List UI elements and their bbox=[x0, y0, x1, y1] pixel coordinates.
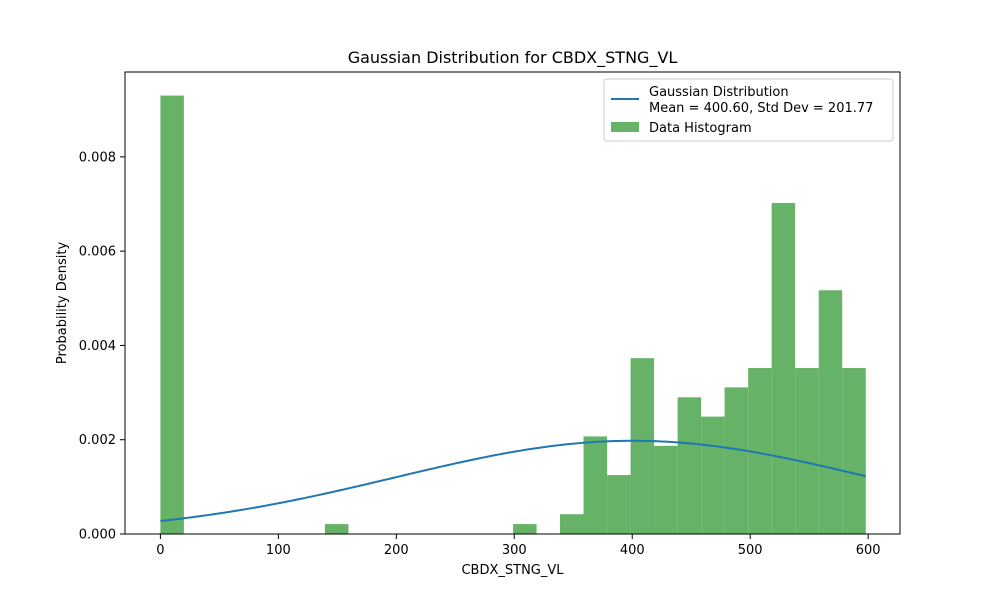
y-tick-label-3: 0.006 bbox=[79, 245, 116, 260]
y-tick-label-0: 0.000 bbox=[79, 528, 116, 543]
histogram-bar-15 bbox=[842, 368, 866, 534]
y-tick-label-2: 0.004 bbox=[79, 339, 116, 354]
histogram-bars bbox=[160, 95, 866, 535]
histogram-bar-13 bbox=[795, 368, 819, 534]
legend-gaussian-detail: Mean = 400.60, Std Dev = 201.77 bbox=[649, 101, 873, 116]
legend-gaussian-label: Gaussian Distribution bbox=[649, 85, 789, 100]
x-tick-label-6: 600 bbox=[856, 543, 881, 558]
y-axis: 0.000 0.002 0.004 0.006 0.008 bbox=[79, 150, 125, 543]
histogram-bar-2 bbox=[513, 524, 537, 534]
legend-box bbox=[603, 78, 894, 142]
x-tick-label-0: 0 bbox=[156, 543, 164, 558]
x-tick-label-4: 400 bbox=[620, 543, 645, 558]
chart-title: Gaussian Distribution for CBDX_STNG_VL bbox=[348, 48, 678, 68]
histogram-bar-12 bbox=[771, 203, 796, 535]
histogram-bar-8 bbox=[677, 397, 702, 534]
legend-histogram-swatch bbox=[611, 122, 639, 132]
y-axis-label: Probability Density bbox=[55, 242, 70, 365]
legend: Gaussian Distribution Mean = 400.60, Std… bbox=[603, 78, 894, 142]
histogram-bar-3 bbox=[560, 514, 584, 534]
x-axis: 0 100 200 300 400 500 600 bbox=[156, 534, 881, 558]
histogram-bar-14 bbox=[818, 290, 843, 534]
histogram-bar-9 bbox=[701, 416, 725, 534]
x-tick-label-2: 200 bbox=[384, 543, 409, 558]
gaussian-curve bbox=[160, 439, 867, 523]
histogram-bar-4 bbox=[583, 436, 608, 534]
plot-frame bbox=[124, 71, 901, 535]
x-tick-label-5: 500 bbox=[738, 543, 763, 558]
histogram-bar-6 bbox=[630, 358, 655, 534]
histogram-bar-10 bbox=[724, 387, 749, 534]
histogram-bar-7 bbox=[654, 445, 678, 534]
legend-histogram-label: Data Histogram bbox=[649, 121, 752, 136]
histogram-bar-0 bbox=[160, 95, 184, 535]
histogram-bar-11 bbox=[748, 368, 772, 534]
gaussian-curve-layer bbox=[160, 439, 867, 523]
histogram-bar-5 bbox=[607, 475, 631, 534]
y-tick-label-4: 0.008 bbox=[79, 150, 116, 165]
y-tick-label-1: 0.002 bbox=[79, 433, 116, 448]
x-tick-label-1: 100 bbox=[266, 543, 291, 558]
x-axis-label: CBDX_STNG_VL bbox=[461, 563, 564, 578]
histogram-bar-1 bbox=[324, 524, 349, 534]
x-tick-label-3: 300 bbox=[502, 543, 527, 558]
